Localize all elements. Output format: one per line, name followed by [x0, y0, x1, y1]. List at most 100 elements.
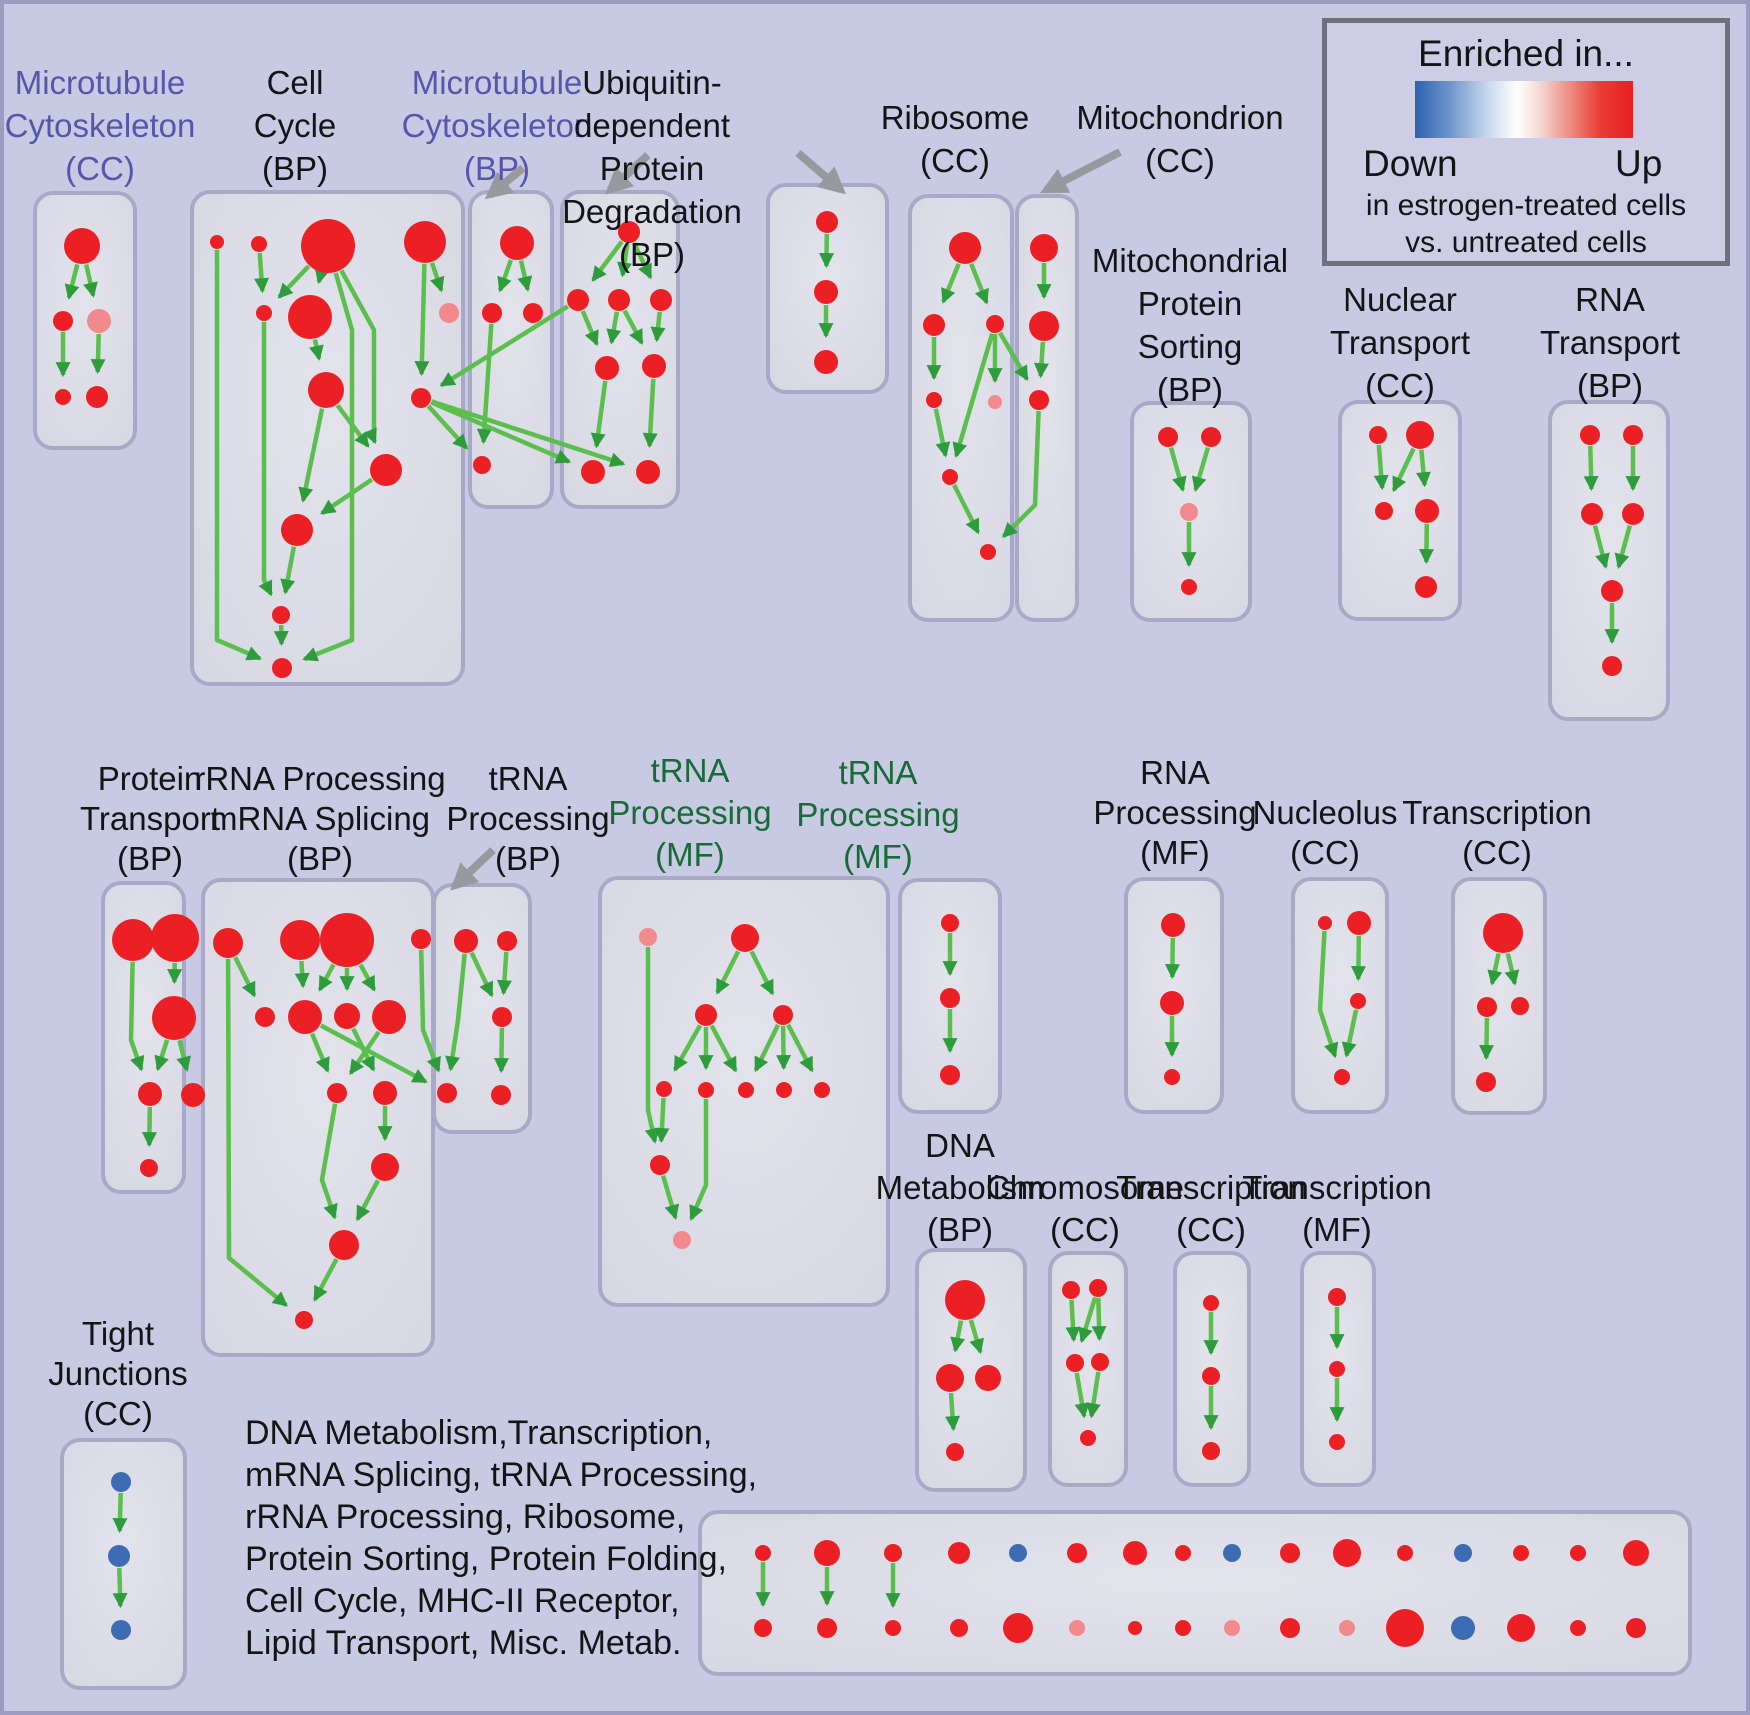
dna-metabolism-node: [946, 1443, 964, 1461]
edge-arrow: [1168, 446, 1187, 492]
ubiquitin-deg-1-node: [636, 460, 660, 484]
mito-sorting-node: [1181, 579, 1197, 595]
ribosome-node: [942, 469, 958, 485]
edge-arrow: [1583, 445, 1599, 492]
bottom-misc-node: [1386, 1609, 1424, 1647]
misc-note-line: DNA Metabolism,Transcription,: [245, 1414, 713, 1452]
edge-arrow: [1373, 444, 1389, 491]
rna-transport-node: [1580, 425, 1600, 445]
edge-arrow: [298, 408, 325, 503]
nucleolus-node: [1347, 911, 1371, 935]
trna-mf-1-node: [639, 928, 657, 946]
transcription-cc-lower-node: [1202, 1367, 1220, 1385]
edge-arrow: [1614, 525, 1632, 569]
dna-metabolism-label: DNA Metabolism (BP): [876, 1127, 1045, 1248]
edge-arrow: [319, 1103, 338, 1220]
legend-gradient-bar: [1415, 81, 1633, 138]
edge-arrow: [280, 546, 297, 595]
nucleolus-label: Nucleolus (CC): [1253, 794, 1398, 871]
ubiquitin-deg-1-node: [650, 289, 672, 311]
ubiquitin-deg-2-node: [814, 280, 838, 304]
edge-arrow: [90, 333, 106, 375]
nuclear-transport-label: Nuclear Transport (CC): [1330, 281, 1470, 404]
mito-sorting-node: [1201, 427, 1221, 447]
bottom-misc-node: [1223, 1544, 1241, 1562]
transcription-cc-upper-node: [1483, 913, 1523, 953]
trna-mf-1-node: [650, 1155, 670, 1175]
nucleolus-box: [1291, 877, 1389, 1114]
ubiquitin-deg-1-node: [581, 460, 605, 484]
mitochondrion-node: [1030, 234, 1058, 262]
microtubule-cc-node: [64, 228, 100, 264]
chromosome-label: Chromosome (CC): [986, 1169, 1184, 1248]
bottom-misc-node: [1339, 1620, 1355, 1636]
edge-arrow: [414, 263, 430, 377]
edge-arrow: [617, 243, 632, 278]
transcription-mf-node: [1329, 1361, 1345, 1377]
rrna-mrna-node: [327, 1083, 347, 1103]
bottom-misc-node: [884, 1544, 902, 1562]
mitochondrion-label: Mitochondrion (CC): [1076, 99, 1283, 179]
edge-arrow: [254, 252, 269, 294]
legend-subtitle-2: vs. untreated cells: [1405, 226, 1647, 259]
tight-junctions-node: [108, 1545, 130, 1567]
bottom-misc-node: [1333, 1539, 1361, 1567]
edge-arrow: [497, 259, 514, 293]
rrna-mrna-node: [411, 929, 431, 949]
mitochondrion-box: [1015, 194, 1079, 622]
misc-note-line: Cell Cycle, MHC-II Receptor,: [245, 1582, 680, 1620]
chromosome-box: [1048, 1251, 1128, 1487]
edge-arrow: [1074, 1372, 1090, 1419]
chromosome-node: [1066, 1354, 1084, 1372]
bottom-misc-node: [1175, 1545, 1191, 1561]
microtubule-cc-box: [33, 191, 137, 450]
bottom-misc-node: [1175, 1620, 1191, 1636]
rrna-mrna-node: [334, 1003, 360, 1029]
trna-bp-node: [491, 1085, 511, 1105]
edge-arrow: [1415, 449, 1431, 488]
edge-arrow: [632, 241, 653, 280]
protein-transport-label: Protein Transport (BP): [80, 760, 220, 877]
cell-cycle-node: [308, 372, 344, 408]
microtubule-cc-node: [53, 311, 73, 331]
misc-note-line: Protein Sorting, Protein Folding,: [245, 1540, 727, 1578]
bottom-misc-node: [1623, 1540, 1649, 1566]
edge-arrow: [493, 1027, 509, 1074]
protein-transport-node: [151, 914, 199, 962]
bottom-misc-node: [948, 1542, 970, 1564]
edge-arrow: [277, 264, 311, 299]
bottom-misc-node: [1069, 1620, 1085, 1636]
bottom-misc-node: [814, 1540, 840, 1566]
edge-arrow: [258, 322, 274, 597]
ribosome-node: [923, 314, 945, 336]
edge-arrow: [590, 380, 608, 449]
trna-mf-1-node: [776, 1082, 792, 1098]
trna-mf-1-node: [731, 924, 759, 952]
trna-mf-2-node: [940, 988, 960, 1008]
edge-arrow: [715, 950, 741, 995]
edge-arrow: [233, 956, 257, 998]
trna-mf-1-label: tRNA Processing (MF): [608, 752, 771, 873]
microtubule-bp-node: [473, 456, 491, 474]
mito-sorting-node: [1158, 427, 1178, 447]
edge-arrow: [83, 263, 98, 298]
edge-arrow: [429, 262, 445, 293]
protein-transport-node: [181, 1083, 205, 1107]
trna-bp-label: tRNA Processing (BP): [446, 760, 609, 877]
edge-arrow: [320, 477, 374, 516]
dna-metabolism-box: [915, 1248, 1027, 1492]
rna-transport-node: [1602, 656, 1622, 676]
trna-bp-node: [454, 929, 478, 953]
edge-arrow: [309, 339, 324, 361]
cell-cycle-node: [210, 235, 224, 249]
edge-arrow: [112, 1567, 128, 1609]
bottom-misc-node: [1507, 1614, 1535, 1642]
label-pointer-arrow: [795, 149, 847, 195]
chromosome-node: [1080, 1430, 1096, 1446]
misc-note-line: Lipid Transport, Misc. Metab.: [245, 1624, 682, 1662]
bottom-misc-node: [1224, 1620, 1240, 1636]
bottom-misc-node: [1128, 1621, 1142, 1635]
edge-arrow: [141, 1106, 157, 1148]
trna-bp-node: [492, 1007, 512, 1027]
